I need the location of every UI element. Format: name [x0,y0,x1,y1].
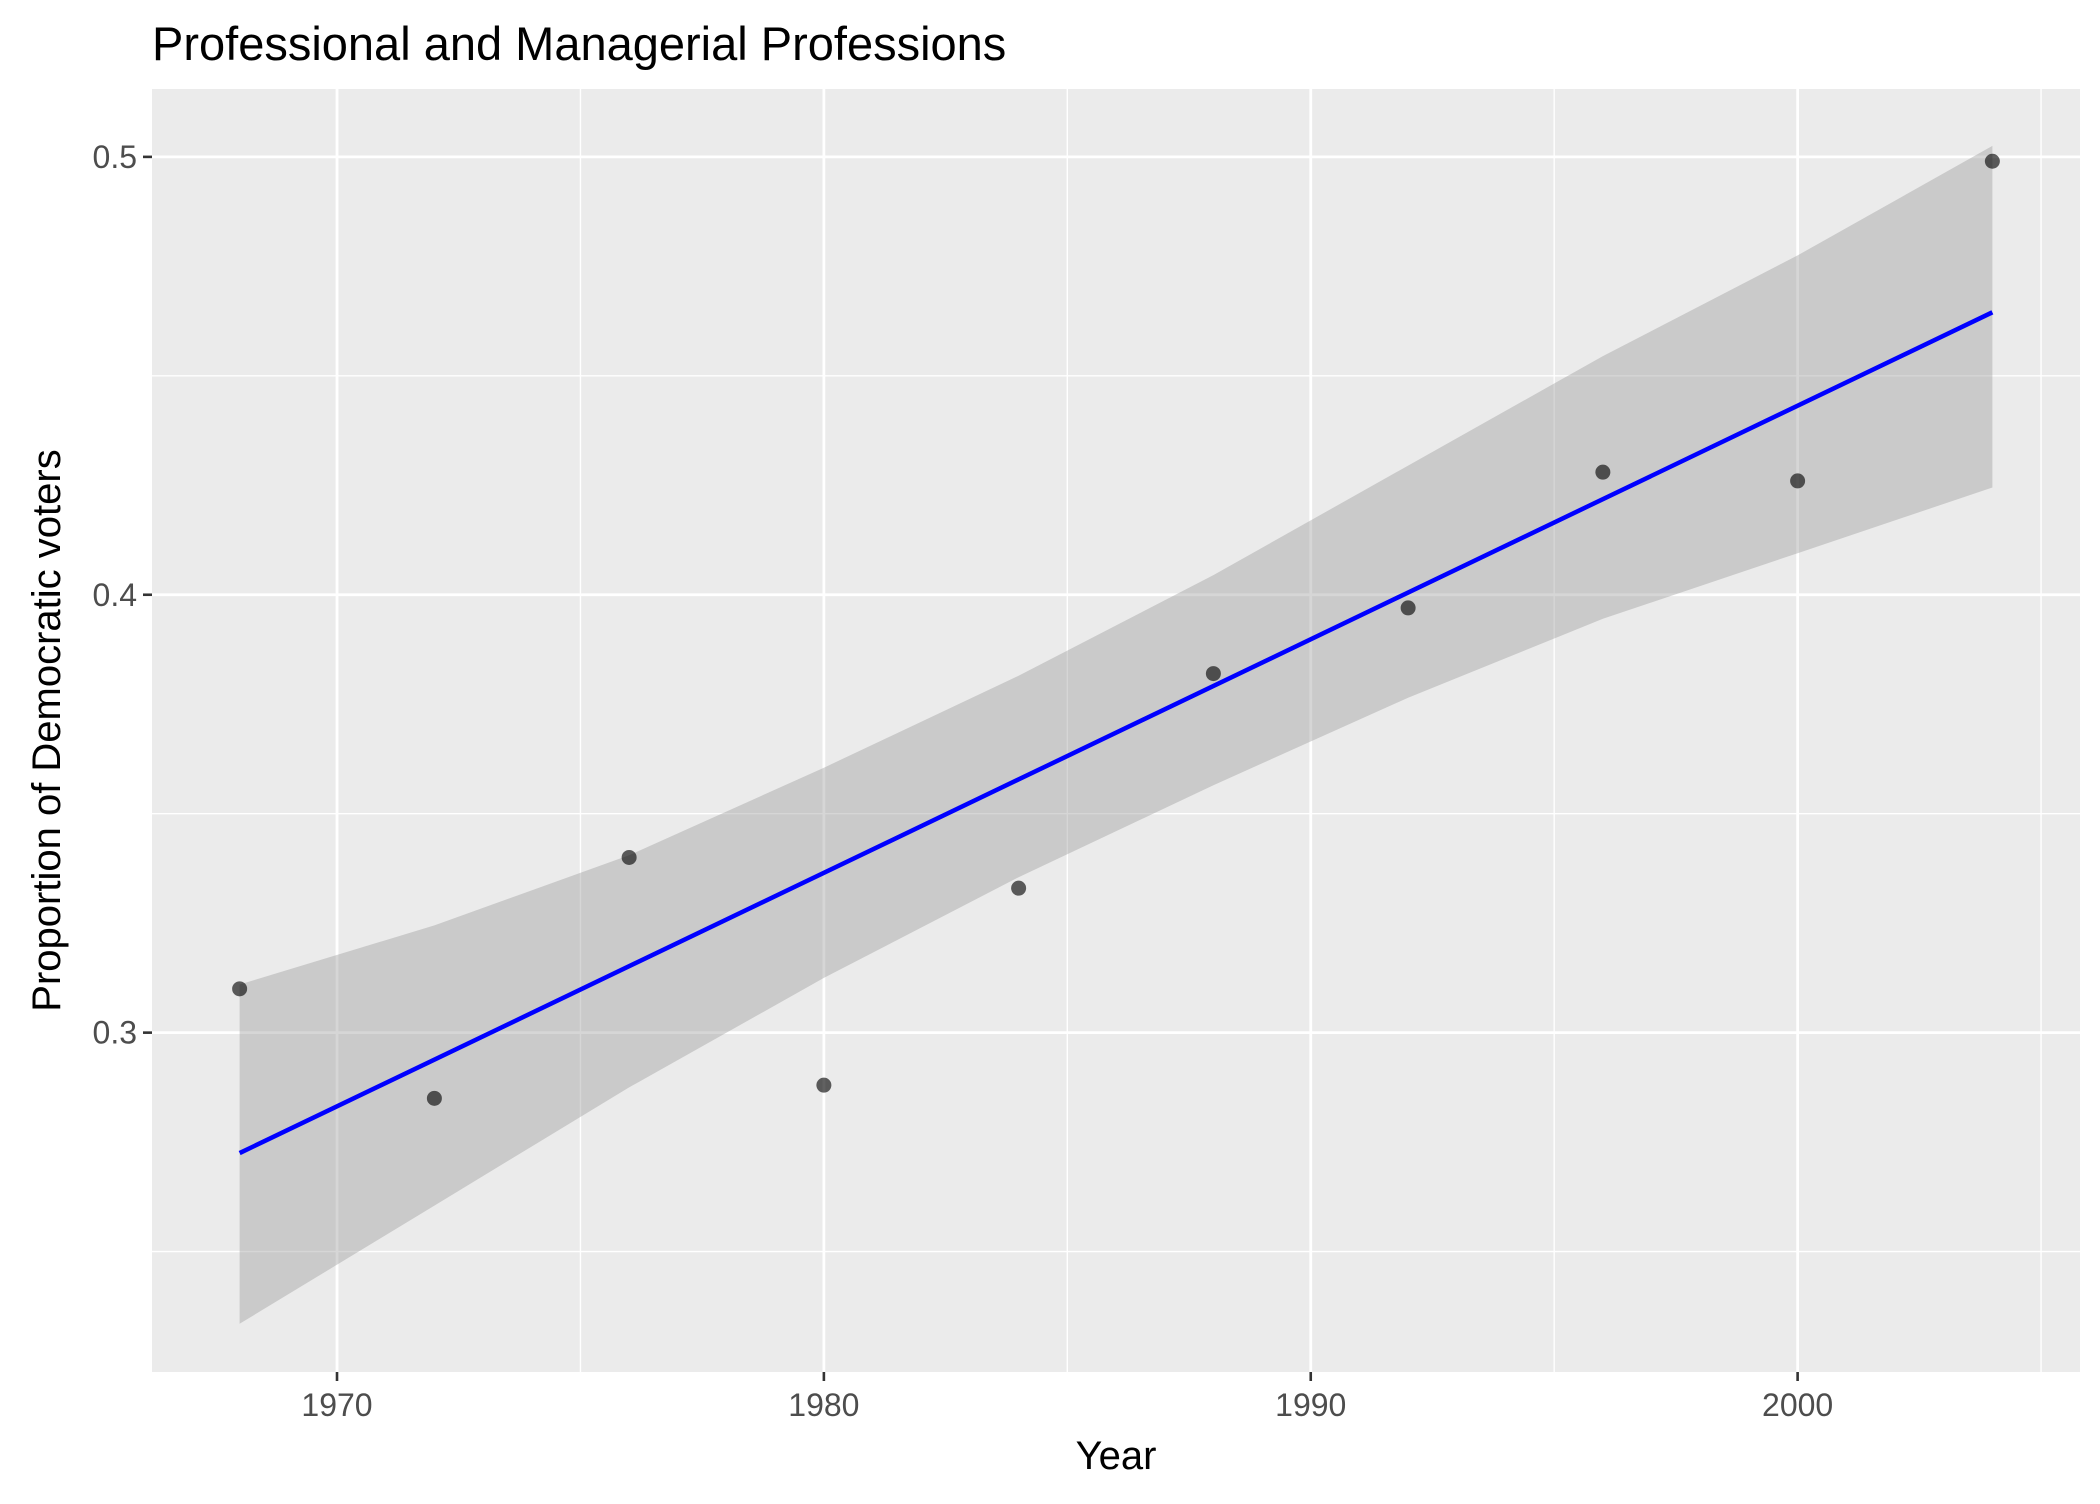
chart-title: Professional and Managerial Professions [152,17,1006,70]
data-point [1011,880,1027,896]
y-tick-label: 0.4 [93,577,137,613]
x-tick-label: 2000 [1762,1387,1833,1423]
fit-line-layer [238,310,1994,1156]
data-point [1984,153,2000,169]
point-layer [232,153,2000,1106]
y-tick-label: 0.5 [93,139,137,175]
axis-layer: 1970 1980 1990 2000 0.3 0.4 0.5 [93,139,1834,1423]
data-point [1400,600,1416,616]
data-point [1205,666,1221,682]
x-tick-label: 1970 [301,1387,372,1423]
data-point [1595,464,1611,480]
data-point [232,981,248,997]
grid-layer [152,89,2080,1372]
data-point [621,849,637,865]
data-point [426,1090,442,1106]
x-tick-label: 1990 [1275,1387,1346,1423]
y-tick-label: 0.3 [93,1015,137,1051]
regression-line [238,310,1994,1156]
y-axis-label: Proportion of Democratic voters [25,449,69,1011]
x-tick-label: 1980 [788,1387,859,1423]
data-point [1790,473,1806,489]
x-axis-label: Year [1076,1434,1157,1478]
data-point [816,1077,832,1093]
